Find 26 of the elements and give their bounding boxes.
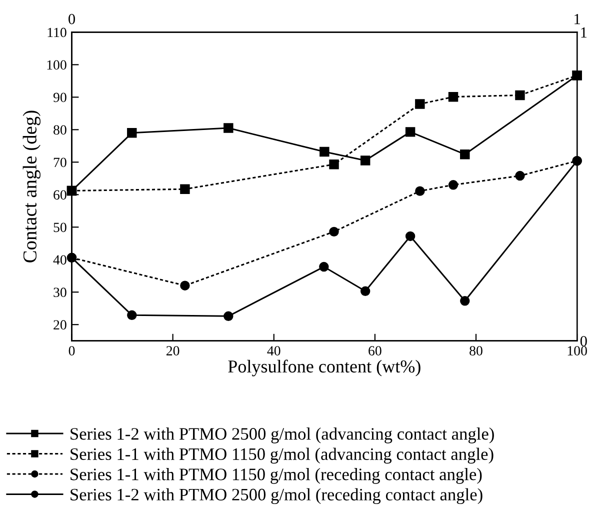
x-tick-label: 60 — [368, 346, 382, 356]
x2-tick-label: 1 — [574, 14, 580, 24]
y-tick-label: 50 — [54, 222, 66, 232]
y-axis-title: Contact angle (deg) — [22, 110, 41, 262]
legend-label: Series 1-2 with PTMO 2500 g/mol (receding contact angle) — [70, 488, 482, 504]
y-tick-label: 90 — [53, 92, 66, 102]
y-tick-label: 60 — [54, 190, 66, 200]
y-tick-label: 100 — [47, 60, 66, 70]
x2-tick-label: 0 — [68, 14, 75, 24]
x-tick-label: 100 — [568, 346, 587, 356]
x-tick-label: 40 — [267, 346, 280, 356]
y-tick-label: 80 — [54, 125, 66, 135]
y2-tick-label: 0 — [580, 336, 587, 346]
x-axis-title: Polysulfone content (wt%) — [228, 360, 420, 376]
y2-tick-label: 1 — [581, 27, 587, 38]
x-tick-label: 0 — [68, 346, 75, 356]
legend-label: Series 1-1 with PTMO 1150 g/mol (receding contact angle) — [70, 468, 482, 484]
y-tick-label: 20 — [54, 320, 66, 330]
x-tick-label: 20 — [166, 346, 180, 356]
y-tick-label: 70 — [54, 158, 66, 168]
legend-label: Series 1-1 with PTMO 1150 g/mol (advancing contact angle) — [70, 448, 494, 464]
y-tick-label: 30 — [54, 288, 66, 298]
x-tick-label: 80 — [470, 346, 482, 356]
y-tick-label: 40 — [53, 255, 66, 265]
legend-label: Series 1-2 with PTMO 2500 g/mol (advancing contact angle) — [70, 428, 494, 444]
y-tick-label: 110 — [48, 28, 66, 38]
